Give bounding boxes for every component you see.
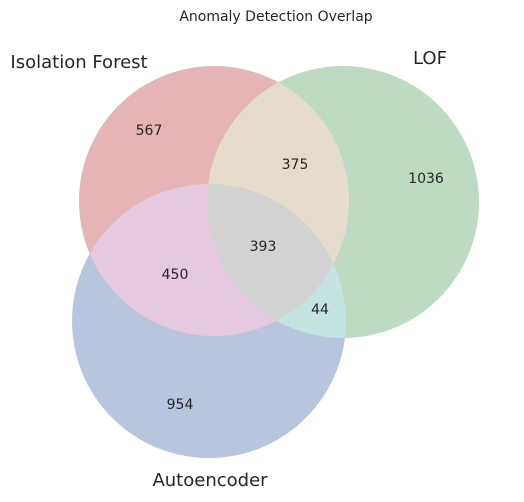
isolation-forest-label: Isolation Forest: [10, 52, 147, 73]
isolation-forest-autoencoder-value: 450: [162, 267, 189, 283]
lof-only-value: 1036: [408, 171, 444, 187]
isolation-forest-lof-value: 375: [282, 157, 309, 173]
all-three-value: 393: [250, 239, 277, 255]
lof-label: LOF: [413, 48, 447, 69]
chart-title: Anomaly Detection Overlap: [179, 9, 372, 25]
autoencoder-only-value: 954: [167, 397, 194, 413]
lof-autoencoder-value: 44: [311, 302, 329, 318]
autoencoder-label: Autoencoder: [152, 470, 268, 491]
isolation-forest-only-value: 567: [136, 123, 163, 139]
